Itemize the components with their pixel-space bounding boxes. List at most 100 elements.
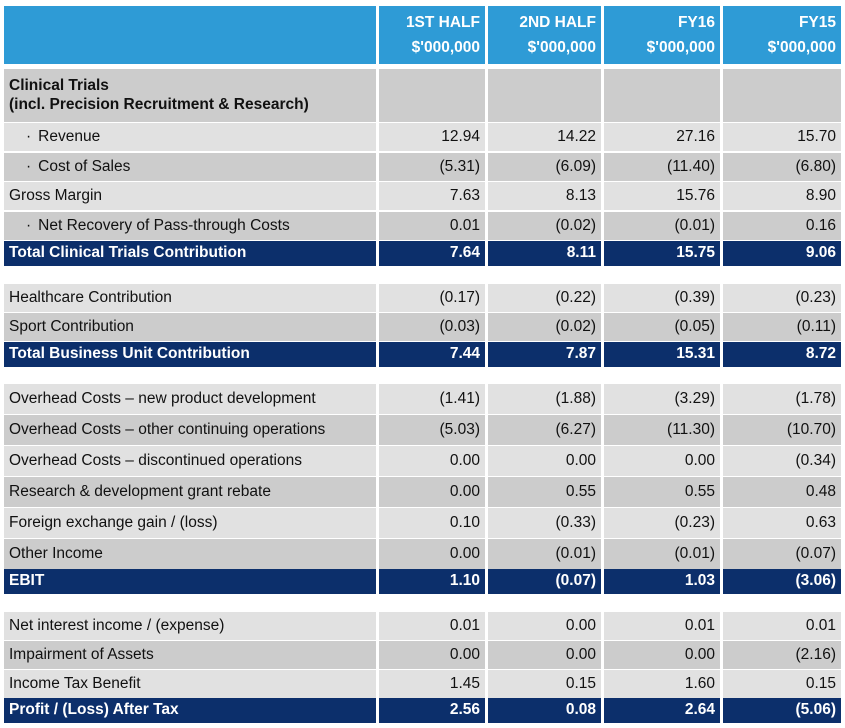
row-label: Other Income xyxy=(4,539,376,569)
row-label-text: Revenue xyxy=(38,127,101,145)
value-cell: 0.00 xyxy=(604,641,720,669)
value-cell: 0.55 xyxy=(488,477,601,507)
value-cell: 15.76 xyxy=(604,182,720,210)
value-cell: 0.01 xyxy=(379,212,485,240)
value-cell: 0.00 xyxy=(379,477,485,507)
row-label: Overhead Costs – other continuing operat… xyxy=(4,415,376,445)
value-cell: (6.80) xyxy=(723,153,841,181)
value-cell: (3.29) xyxy=(604,384,720,414)
value-cell: 0.00 xyxy=(488,612,601,640)
row-label-text: Other Income xyxy=(9,544,103,562)
total-value-cell: (0.07) xyxy=(488,569,601,594)
column-header-unit: $'000,000 xyxy=(527,39,596,56)
value-cell: (2.16) xyxy=(723,641,841,669)
value-cell: (11.40) xyxy=(604,153,720,181)
value-cell: 27.16 xyxy=(604,123,720,151)
value-cell: 0.01 xyxy=(723,612,841,640)
column-header: 2ND HALF $'000,000 xyxy=(488,6,601,64)
row-label-text: EBIT xyxy=(9,572,45,590)
value-cell: (1.78) xyxy=(723,384,841,414)
value-cell: 0.01 xyxy=(379,612,485,640)
value-cell: (0.11) xyxy=(723,313,841,341)
row-label: Gross Margin xyxy=(4,182,376,210)
value-cell: (0.02) xyxy=(488,212,601,240)
value-cell: 15.70 xyxy=(723,123,841,151)
column-header-period: 2ND HALF xyxy=(519,14,596,31)
value-cell: 0.63 xyxy=(723,508,841,538)
value-cell: (1.88) xyxy=(488,384,601,414)
value-cell: (0.01) xyxy=(604,539,720,569)
row-label: Income Tax Benefit xyxy=(4,670,376,698)
total-value-cell: 2.64 xyxy=(604,698,720,723)
total-value-cell: 7.64 xyxy=(379,241,485,266)
row-label-text: Net interest income / (expense) xyxy=(9,616,225,634)
column-header: FY16 $'000,000 xyxy=(604,6,720,64)
total-value-cell: 7.44 xyxy=(379,342,485,367)
row-label: · Cost of Sales xyxy=(4,153,376,181)
row-label: Sport Contribution xyxy=(4,313,376,341)
total-value-cell: 0.08 xyxy=(488,698,601,723)
section-empty-cell xyxy=(723,69,841,122)
value-cell: (5.03) xyxy=(379,415,485,445)
value-cell: (6.09) xyxy=(488,153,601,181)
value-cell: (0.01) xyxy=(604,212,720,240)
value-cell: (1.41) xyxy=(379,384,485,414)
row-label-text: Total Business Unit Contribution xyxy=(9,345,250,363)
total-value-cell: 2.56 xyxy=(379,698,485,723)
value-cell: (0.02) xyxy=(488,313,601,341)
value-cell: 0.15 xyxy=(723,670,841,698)
row-label: Research & development grant rebate xyxy=(4,477,376,507)
row-label-text: Gross Margin xyxy=(9,186,103,204)
row-label-text: Foreign exchange gain / (loss) xyxy=(9,513,218,531)
row-label-text: Impairment of Assets xyxy=(9,645,154,663)
header-blank-cell xyxy=(4,6,376,64)
value-cell: (0.22) xyxy=(488,284,601,312)
row-label-text: Total Clinical Trials Contribution xyxy=(9,244,247,262)
row-label: Overhead Costs – new product development xyxy=(4,384,376,414)
value-cell: 1.60 xyxy=(604,670,720,698)
column-header: 1ST HALF $'000,000 xyxy=(379,6,485,64)
total-value-cell: (5.06) xyxy=(723,698,841,723)
column-header: FY15 $'000,000 xyxy=(723,6,841,64)
total-value-cell: 1.03 xyxy=(604,569,720,594)
row-label: Overhead Costs – discontinued operations xyxy=(4,446,376,476)
value-cell: (10.70) xyxy=(723,415,841,445)
value-cell: 8.90 xyxy=(723,182,841,210)
value-cell: 0.00 xyxy=(488,446,601,476)
section-empty-cell xyxy=(488,69,601,122)
row-label-text: Net Recovery of Pass-through Costs xyxy=(38,216,290,234)
total-row-label: Total Business Unit Contribution xyxy=(4,342,376,367)
value-cell: (11.30) xyxy=(604,415,720,445)
row-label: Net interest income / (expense) xyxy=(4,612,376,640)
row-label: Impairment of Assets xyxy=(4,641,376,669)
total-value-cell: 15.31 xyxy=(604,342,720,367)
value-cell: (0.17) xyxy=(379,284,485,312)
total-value-cell: (3.06) xyxy=(723,569,841,594)
value-cell: (0.39) xyxy=(604,284,720,312)
row-label-text: Profit / (Loss) After Tax xyxy=(9,701,179,719)
value-cell: (0.07) xyxy=(723,539,841,569)
row-label: · Revenue xyxy=(4,123,376,151)
bullet-marker: · xyxy=(26,157,32,175)
column-header-unit: $'000,000 xyxy=(411,39,480,56)
value-cell: 14.22 xyxy=(488,123,601,151)
total-value-cell: 15.75 xyxy=(604,241,720,266)
total-value-cell: 1.10 xyxy=(379,569,485,594)
value-cell: 1.45 xyxy=(379,670,485,698)
row-label: Foreign exchange gain / (loss) xyxy=(4,508,376,538)
total-value-cell: 8.11 xyxy=(488,241,601,266)
value-cell: (0.05) xyxy=(604,313,720,341)
value-cell: (0.33) xyxy=(488,508,601,538)
value-cell: 0.00 xyxy=(604,446,720,476)
total-row-label: Total Clinical Trials Contribution xyxy=(4,241,376,266)
bullet-marker: · xyxy=(26,216,32,234)
value-cell: (0.03) xyxy=(379,313,485,341)
value-cell: (0.01) xyxy=(488,539,601,569)
total-row-label: EBIT xyxy=(4,569,376,594)
section-title: Clinical Trials (incl. Precision Recruitm… xyxy=(4,69,376,122)
total-value-cell: 9.06 xyxy=(723,241,841,266)
value-cell: 7.63 xyxy=(379,182,485,210)
total-value-cell: 8.72 xyxy=(723,342,841,367)
section-title-line: Clinical Trials xyxy=(9,76,109,94)
section-subtitle-line: (incl. Precision Recruitment & Research) xyxy=(9,95,309,113)
